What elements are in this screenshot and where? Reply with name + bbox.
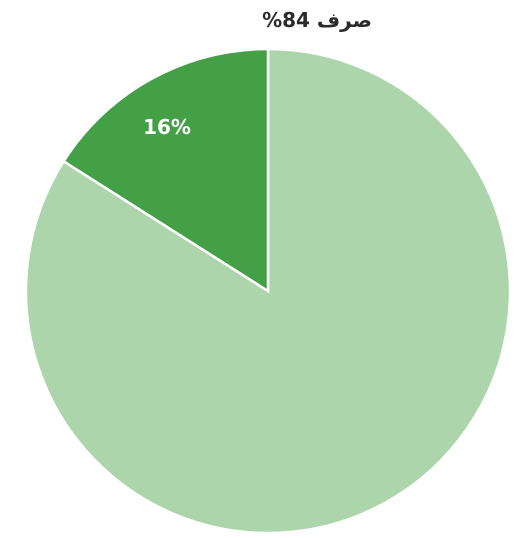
pie-slice-1 bbox=[61, 47, 270, 294]
pie-slice-label-0: صرف 84% bbox=[262, 8, 372, 32]
pie-slices bbox=[24, 47, 512, 535]
pie-slice-label-1: 16% bbox=[143, 115, 191, 139]
pie-labels: صرف 84% 16% bbox=[143, 8, 372, 139]
